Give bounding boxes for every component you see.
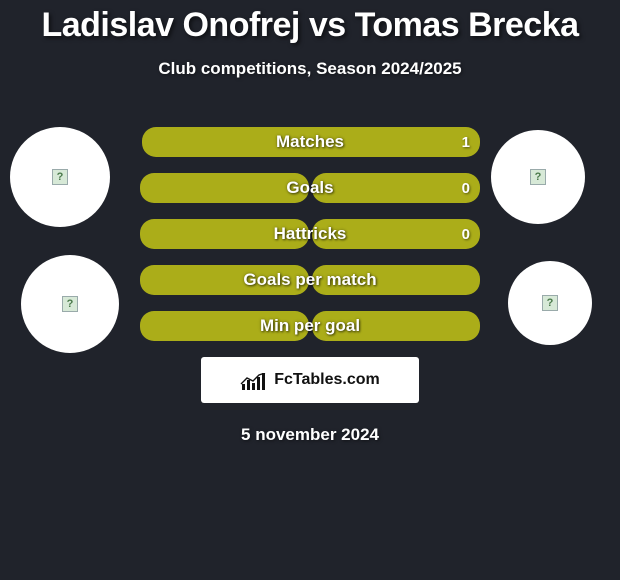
stat-value-right: 1 bbox=[462, 127, 470, 157]
player-right-avatar: ? bbox=[491, 130, 585, 224]
attribution-badge: FcTables.com bbox=[201, 357, 419, 403]
stat-row: Hattricks0 bbox=[140, 219, 480, 249]
image-placeholder-icon: ? bbox=[62, 296, 78, 312]
chart-icon bbox=[240, 370, 268, 390]
stat-value-right: 0 bbox=[462, 173, 470, 203]
stat-row: Min per goal bbox=[140, 311, 480, 341]
stat-label: Min per goal bbox=[140, 311, 480, 341]
stat-row: Goals per match bbox=[140, 265, 480, 295]
stat-row: Goals0 bbox=[140, 173, 480, 203]
club-left-avatar: ? bbox=[21, 255, 119, 353]
image-placeholder-icon: ? bbox=[52, 169, 68, 185]
stat-row: Matches1 bbox=[140, 127, 480, 157]
date-label: 5 november 2024 bbox=[0, 425, 620, 445]
comparison-content: ? ? ? ? Matches1Goals0Hattricks0Goals pe… bbox=[0, 127, 620, 445]
attribution-text: FcTables.com bbox=[274, 371, 380, 389]
stat-label: Matches bbox=[140, 127, 480, 157]
page-title: Ladislav Onofrej vs Tomas Brecka bbox=[0, 0, 620, 45]
stat-label: Hattricks bbox=[140, 219, 480, 249]
image-placeholder-icon: ? bbox=[542, 295, 558, 311]
image-placeholder-icon: ? bbox=[530, 169, 546, 185]
player-left-avatar: ? bbox=[10, 127, 110, 227]
stat-value-right: 0 bbox=[462, 219, 470, 249]
stat-label: Goals bbox=[140, 173, 480, 203]
stat-label: Goals per match bbox=[140, 265, 480, 295]
club-right-avatar: ? bbox=[508, 261, 592, 345]
subtitle: Club competitions, Season 2024/2025 bbox=[0, 59, 620, 79]
stats-bars: Matches1Goals0Hattricks0Goals per matchM… bbox=[140, 127, 480, 341]
